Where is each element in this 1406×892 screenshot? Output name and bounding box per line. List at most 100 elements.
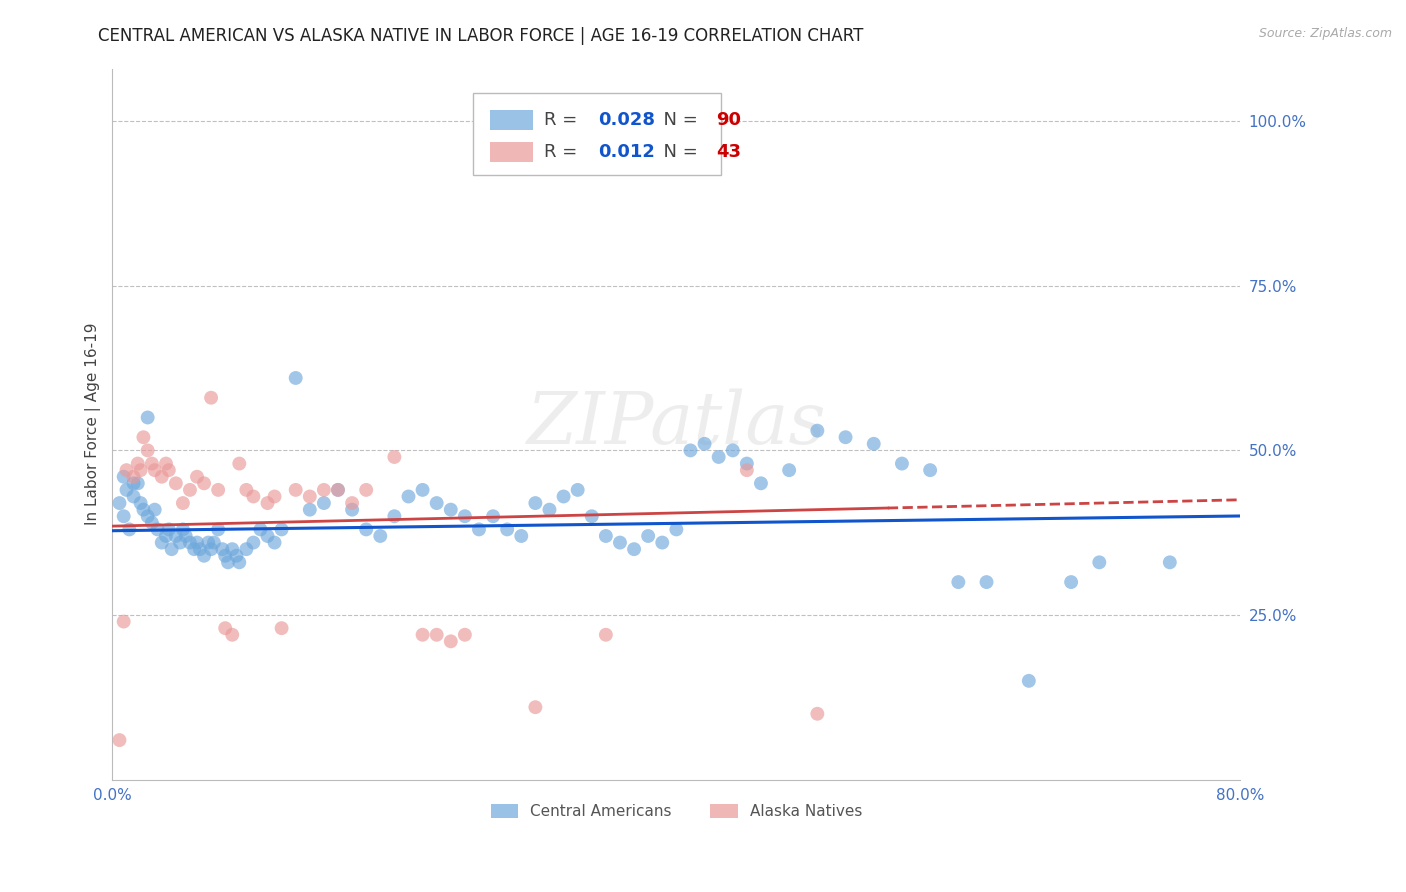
Point bbox=[1088, 555, 1111, 569]
Point bbox=[155, 529, 177, 543]
Point bbox=[157, 463, 180, 477]
Point bbox=[948, 575, 970, 590]
Point bbox=[174, 529, 197, 543]
Point bbox=[127, 457, 149, 471]
Point bbox=[920, 463, 942, 477]
Point bbox=[132, 430, 155, 444]
Point bbox=[468, 523, 491, 537]
Point bbox=[354, 483, 377, 497]
Point bbox=[118, 523, 141, 537]
Point bbox=[228, 555, 250, 569]
Text: Source: ZipAtlas.com: Source: ZipAtlas.com bbox=[1258, 27, 1392, 40]
Point bbox=[384, 509, 406, 524]
Point bbox=[221, 628, 243, 642]
Bar bbox=[491, 142, 533, 161]
Point bbox=[312, 483, 335, 497]
Text: N =: N = bbox=[651, 143, 703, 161]
Text: N =: N = bbox=[651, 112, 703, 129]
Point bbox=[735, 463, 758, 477]
Point bbox=[735, 457, 758, 471]
Point bbox=[211, 542, 233, 557]
Text: ZIPatlas: ZIPatlas bbox=[526, 389, 827, 459]
Point bbox=[112, 615, 135, 629]
Point bbox=[200, 391, 222, 405]
FancyBboxPatch shape bbox=[474, 94, 721, 175]
Point bbox=[143, 502, 166, 516]
Text: CENTRAL AMERICAN VS ALASKA NATIVE IN LABOR FORCE | AGE 16-19 CORRELATION CHART: CENTRAL AMERICAN VS ALASKA NATIVE IN LAB… bbox=[98, 27, 863, 45]
Point bbox=[122, 476, 145, 491]
Point bbox=[132, 502, 155, 516]
Point bbox=[108, 733, 131, 747]
Point bbox=[1018, 673, 1040, 688]
Point bbox=[146, 523, 169, 537]
Point bbox=[235, 483, 257, 497]
Point bbox=[890, 457, 912, 471]
Point bbox=[122, 490, 145, 504]
Point bbox=[340, 496, 363, 510]
Point bbox=[122, 469, 145, 483]
Point bbox=[609, 535, 631, 549]
Bar bbox=[491, 111, 533, 130]
Point bbox=[179, 535, 201, 549]
Point bbox=[284, 371, 307, 385]
Point bbox=[193, 549, 215, 563]
Point bbox=[426, 628, 449, 642]
Point bbox=[207, 523, 229, 537]
Point bbox=[524, 496, 547, 510]
Point bbox=[256, 529, 278, 543]
Point bbox=[440, 502, 463, 516]
Point bbox=[368, 529, 391, 543]
Point bbox=[169, 535, 191, 549]
Point bbox=[298, 490, 321, 504]
Point bbox=[242, 535, 264, 549]
Point bbox=[270, 621, 292, 635]
Point bbox=[157, 523, 180, 537]
Point bbox=[150, 469, 173, 483]
Point bbox=[136, 443, 159, 458]
Point bbox=[721, 443, 744, 458]
Point bbox=[595, 529, 617, 543]
Point bbox=[679, 443, 702, 458]
Text: R =: R = bbox=[544, 112, 583, 129]
Text: R =: R = bbox=[544, 143, 583, 161]
Text: 90: 90 bbox=[716, 112, 741, 129]
Point bbox=[197, 535, 219, 549]
Point bbox=[221, 542, 243, 557]
Point bbox=[581, 509, 603, 524]
Point bbox=[141, 457, 163, 471]
Point bbox=[112, 509, 135, 524]
Point bbox=[179, 483, 201, 497]
Point bbox=[150, 535, 173, 549]
Point bbox=[129, 496, 152, 510]
Point bbox=[188, 542, 211, 557]
Point bbox=[242, 490, 264, 504]
Point bbox=[398, 490, 420, 504]
Point bbox=[263, 535, 285, 549]
Text: 43: 43 bbox=[716, 143, 741, 161]
Point bbox=[143, 463, 166, 477]
Point bbox=[112, 469, 135, 483]
Point bbox=[228, 457, 250, 471]
Point bbox=[270, 523, 292, 537]
Point bbox=[298, 502, 321, 516]
Point bbox=[665, 523, 688, 537]
Point bbox=[127, 476, 149, 491]
Point bbox=[326, 483, 349, 497]
Point bbox=[553, 490, 575, 504]
Point bbox=[862, 437, 884, 451]
Point bbox=[207, 483, 229, 497]
Point bbox=[165, 476, 187, 491]
Point bbox=[524, 700, 547, 714]
Point bbox=[440, 634, 463, 648]
Point bbox=[200, 542, 222, 557]
Point bbox=[496, 523, 519, 537]
Point bbox=[454, 628, 477, 642]
Point bbox=[217, 555, 239, 569]
Point bbox=[412, 628, 434, 642]
Point bbox=[693, 437, 716, 451]
Point bbox=[202, 535, 225, 549]
Point bbox=[806, 424, 828, 438]
Point bbox=[136, 410, 159, 425]
Legend: Central Americans, Alaska Natives: Central Americans, Alaska Natives bbox=[485, 798, 869, 825]
Point bbox=[155, 457, 177, 471]
